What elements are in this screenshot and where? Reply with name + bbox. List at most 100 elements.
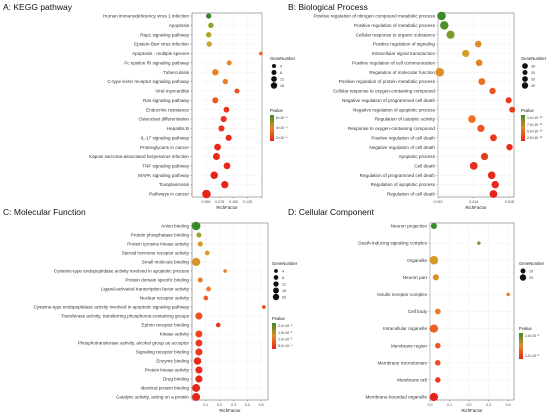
chart-panel-2: C: Molecular Function Anion binding Protei… [3,207,298,413]
size-legend-label: 4 [282,269,284,273]
data-point [509,106,516,113]
color-legend-bar [521,115,525,141]
color-legend-title: Pvalue [519,326,532,331]
chart-title: C: Molecular Function [3,207,86,217]
data-point [226,60,232,66]
y-tick-label: Small molecule binding [142,260,190,265]
y-tick-label: Pathways in cancer [149,192,189,197]
data-point [474,40,482,48]
y-tick-label: Membrane raft [397,378,428,383]
data-point [195,375,203,383]
x-tick-label: 0.4 [506,403,511,407]
x-tick-label: 0.010 [434,200,443,204]
y-tick-label: Protein phosphatase binding [131,233,190,238]
y-tick-label: Positive regulation of cell death [371,135,435,140]
color-legend-label: 6×10⁻⁴ [276,116,288,120]
y-tick-label: Negative regulation of apoptotic process [353,107,436,112]
x-axis-title: RichFactor [461,408,483,413]
plot-area [437,12,515,198]
x-axis-title: RichFactor [216,205,238,210]
size-legend-dot [274,269,278,273]
x-tick-label: 0.100 [229,200,238,204]
size-legend-title: GeneNumber [270,56,296,61]
y-tick-label: Apoptosis [169,23,190,28]
chart-panel-0: A: KEGG pathway Human immunodeficiency vi… [3,2,296,210]
size-legend-title: GeneNumber [519,261,545,266]
y-tick-label: Regulation of programmed cell death [360,173,436,178]
color-legend-label: 5.0×10⁻¹³ [527,130,543,134]
y-tick-label: TNF signaling pathway [142,163,189,168]
x-tick-label: 0.5 [259,403,264,407]
data-point [477,241,481,245]
size-legend-dot [522,70,528,75]
data-point [205,32,212,38]
data-point [225,134,232,141]
data-point [506,292,510,297]
data-point [262,305,266,309]
y-tick-label: Response to oxygen-containing compound [348,126,436,131]
data-point [205,13,212,19]
y-tick-label: Positive regulation of signaling [373,42,435,47]
y-tick-label: Membrane-bounded organelle [365,395,427,400]
chart-panel-1: B: Biological Process Positive regulation… [288,2,547,210]
data-point [489,87,496,95]
color-legend-bar [270,115,274,141]
y-tick-label: Catalytic activity, acting on a protein [116,395,189,400]
size-legend-label: 16 [282,289,286,293]
size-legend-title: GeneNumber [521,56,547,61]
size-legend-label: 12 [282,282,286,286]
data-point [215,322,221,328]
data-point [432,274,439,281]
color-legend-label: 5.0×10⁻⁴ [278,344,293,348]
y-tick-label: Phosphotransferase activity, alcohol gro… [78,341,190,346]
data-point [214,143,221,151]
color-legend-label: 2×10⁻⁴ [276,136,288,140]
data-point [435,377,441,383]
y-tick-label: Fc epsilon RI signaling pathway [124,60,189,65]
data-point [430,222,437,230]
y-tick-label: Protein kinase activity [145,368,190,373]
y-tick-label: Enzyme binding [156,359,189,364]
size-legend-dot [271,70,277,75]
color-legend-title: Pvalue [521,108,534,113]
y-tick-label: Epstein-Barr virus infection [134,42,189,47]
data-point [435,342,441,349]
y-tick-label: Positive regulation of protein metabolic… [339,79,436,84]
x-tick-label: 0.050 [201,200,210,204]
x-axis-title: RichFactor [465,205,487,210]
color-legend-label: 1.5×10⁻³ [278,331,293,335]
data-point [437,11,446,21]
data-point [222,78,229,85]
data-point [478,78,486,85]
y-tick-label: Protein tyrosine kinase activity [127,242,189,247]
size-legend-dot [522,63,528,69]
y-tick-label: Organelle [407,258,427,263]
y-tick-label: Intracellular organelle [383,326,427,331]
y-tick-label: Steroid hormone receptor activity [122,251,190,256]
y-tick-label: Identical protein binding [140,386,189,391]
x-axis-title: RichFactor [219,408,241,413]
data-point [477,124,485,133]
chart-title: B: Biological Process [288,2,368,12]
data-point [206,286,211,292]
size-legend-dot [520,268,526,274]
y-tick-label: Drug binding [163,377,189,382]
data-point [223,269,227,273]
color-legend-label: 1.0×10⁻¹² [527,116,543,120]
x-tick-label: 0.018 [505,200,514,204]
data-point [203,295,209,301]
x-tick-label: 0.3 [486,403,491,407]
data-point [197,277,203,283]
color-legend-label: 4×10⁻⁴ [276,126,288,130]
y-tick-label: Regulation of catalytic activity [375,117,436,122]
y-tick-label: Rap1 signaling pathway [140,32,189,37]
data-point [221,181,229,189]
data-point [506,143,513,151]
y-tick-label: Cysteine-type endopeptidase activity inv… [54,269,190,274]
data-point [435,360,441,366]
data-point [480,152,489,161]
x-tick-label: 0.125 [243,200,252,204]
y-tick-label: Positive regulation of cell communicatio… [352,60,435,65]
y-tick-label: Signaling receptor binding [136,350,190,355]
